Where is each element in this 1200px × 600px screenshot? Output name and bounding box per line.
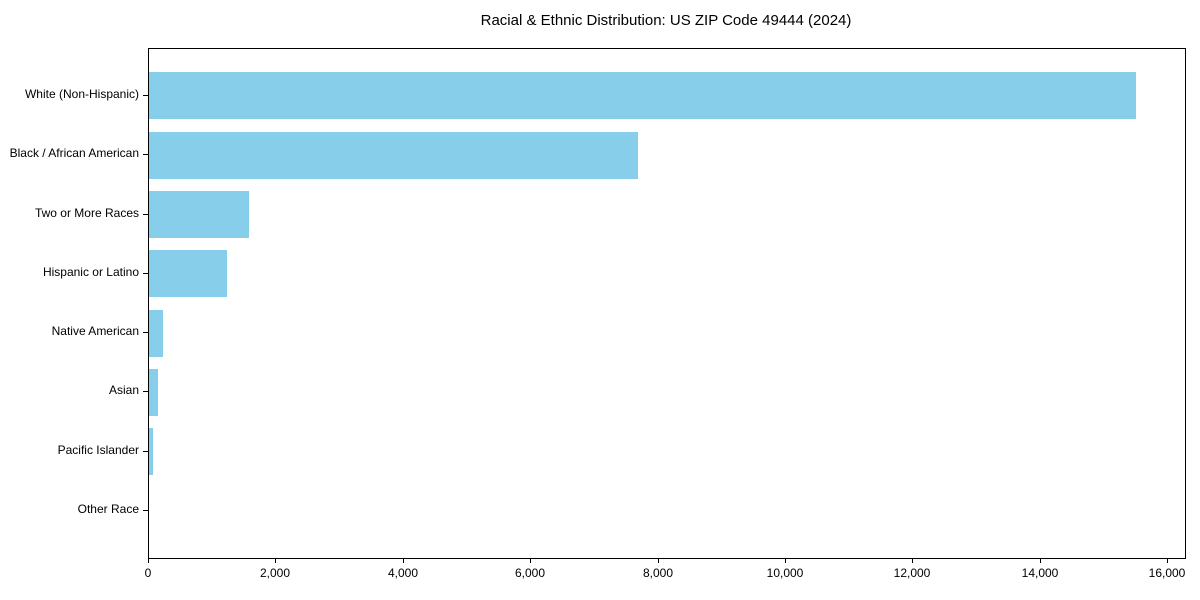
x-tick-mark bbox=[1167, 559, 1168, 563]
x-tick-mark bbox=[912, 559, 913, 563]
bar-white-non-hispanic bbox=[149, 72, 1136, 120]
y-axis-label: Other Race bbox=[77, 502, 139, 517]
chart-title: Racial & Ethnic Distribution: US ZIP Cod… bbox=[480, 12, 852, 29]
bar-pacific-islander bbox=[149, 428, 153, 476]
y-axis-label: Two or More Races bbox=[34, 205, 139, 220]
x-tick-mark bbox=[530, 559, 531, 563]
y-axis-label: White (Non-Hispanic) bbox=[24, 86, 139, 101]
plot-area bbox=[148, 48, 1186, 559]
y-tick-mark bbox=[143, 154, 148, 155]
x-axis-label: 2,000 bbox=[259, 566, 291, 580]
y-tick-mark bbox=[143, 510, 148, 511]
y-axis-label: Black / African American bbox=[9, 146, 139, 161]
y-axis-label: Pacific Islander bbox=[57, 442, 139, 457]
x-tick-mark bbox=[785, 559, 786, 563]
bar-two-or-more-races bbox=[149, 191, 249, 238]
x-axis-label: 0 bbox=[144, 566, 152, 580]
y-tick-mark bbox=[143, 95, 148, 96]
x-axis-label: 10,000 bbox=[766, 566, 804, 580]
bar-asian bbox=[149, 368, 158, 416]
x-axis-label: 6,000 bbox=[514, 566, 546, 580]
y-axis-label: Native American bbox=[51, 324, 139, 339]
x-axis-label: 8,000 bbox=[642, 566, 674, 580]
y-tick-mark bbox=[143, 391, 148, 392]
x-tick-mark bbox=[658, 559, 659, 563]
bar-native-american bbox=[149, 309, 163, 357]
y-tick-mark bbox=[143, 451, 148, 452]
x-tick-mark bbox=[275, 559, 276, 563]
y-axis-label: Hispanic or Latino bbox=[42, 264, 139, 279]
y-tick-mark bbox=[143, 332, 148, 333]
y-axis-label: Asian bbox=[108, 383, 139, 398]
x-axis-label: 4,000 bbox=[387, 566, 419, 580]
x-tick-mark bbox=[403, 559, 404, 563]
x-tick-mark bbox=[148, 559, 149, 563]
y-tick-mark bbox=[143, 214, 148, 215]
x-axis-label: 12,000 bbox=[893, 566, 931, 580]
x-axis-label: 16,000 bbox=[1148, 566, 1186, 580]
x-axis-label: 14,000 bbox=[1021, 566, 1059, 580]
y-tick-mark bbox=[143, 273, 148, 274]
bar-hispanic-or-latino bbox=[149, 250, 227, 298]
bar-black-african-american bbox=[149, 131, 638, 179]
x-tick-mark bbox=[1040, 559, 1041, 563]
